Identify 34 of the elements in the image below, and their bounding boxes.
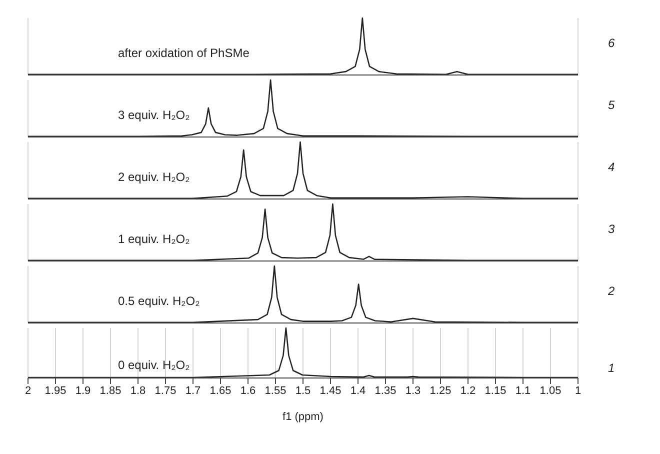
x-tick-label: 1.8 — [130, 384, 146, 397]
x-tick-label: 1.6 — [240, 384, 256, 397]
x-tick-label: 1.25 — [430, 384, 452, 397]
annotation: 2 equiv. H₂O₂ — [118, 170, 190, 184]
x-tick-label: 2 — [24, 384, 32, 397]
annotation: 0 equiv. H₂O₂ — [118, 358, 190, 372]
x-axis-title: f1 (ppm) — [282, 411, 324, 423]
text: 6 — [608, 36, 615, 50]
annotation: after oxidation of PhSMe — [118, 46, 250, 60]
text: 2 — [608, 284, 615, 298]
x-tick-label: 1.9 — [75, 384, 91, 397]
x-tick-label: 1.45 — [320, 384, 342, 397]
x-tick-label: 1.15 — [484, 384, 506, 397]
x-tick-label: 1.55 — [264, 384, 286, 397]
x-tick-label: 1.05 — [540, 384, 562, 397]
x-tick-label: 1.75 — [154, 384, 176, 397]
x-tick-label: 1.35 — [374, 384, 396, 397]
x-tick-label: 1.4 — [350, 384, 366, 397]
x-tick-label: 1.85 — [100, 384, 122, 397]
annotation: 3 equiv. H₂O₂ — [118, 108, 190, 122]
x-tick-label: 1 — [574, 384, 582, 397]
x-tick-label: 1.65 — [210, 384, 232, 397]
annotation: 0.5 equiv. H₂O₂ — [118, 294, 200, 308]
x-tick-label: 1.95 — [44, 384, 66, 397]
text: 5 — [608, 98, 615, 112]
annotation: 1 equiv. H₂O₂ — [118, 232, 190, 246]
x-tick-label: 1.2 — [460, 384, 476, 397]
x-tick-label: 1.1 — [515, 384, 531, 397]
text: 1 — [608, 361, 615, 375]
x-tick-label: 1.7 — [185, 384, 201, 397]
x-tick-label: 1.3 — [405, 384, 421, 397]
x-tick-label: 1.5 — [295, 384, 311, 397]
text: 3 — [608, 222, 615, 236]
text: 4 — [608, 160, 615, 174]
